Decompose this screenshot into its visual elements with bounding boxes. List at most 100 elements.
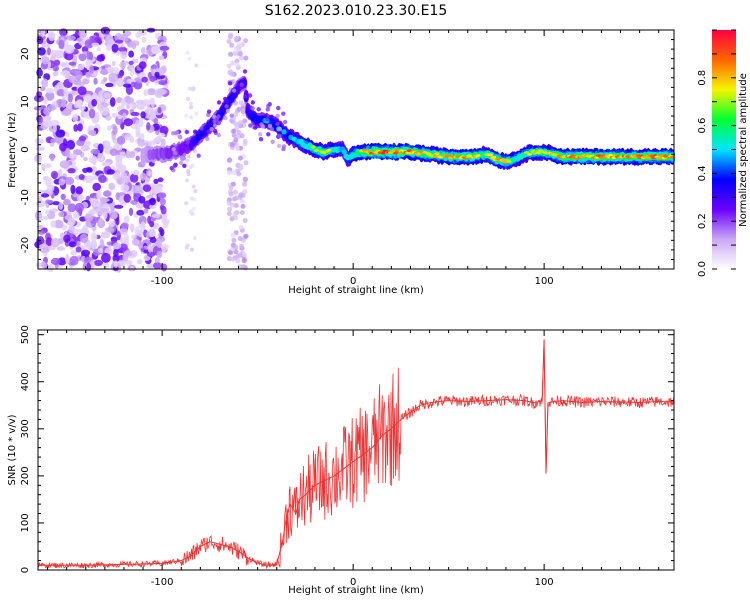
noise-blob <box>39 244 48 248</box>
ridge-cell <box>171 131 176 136</box>
noise-blob <box>73 228 84 235</box>
spectrogram-xtick-label: 100 <box>535 276 554 287</box>
noise-blob <box>132 42 137 50</box>
noise-blob <box>50 257 61 266</box>
noise-blob <box>153 262 162 270</box>
noise-blob <box>238 163 244 169</box>
noise-blob <box>234 62 240 68</box>
noise-blob <box>135 155 140 161</box>
noise-blob <box>228 250 233 256</box>
noise-blob <box>141 47 146 55</box>
ridge-cell <box>242 69 248 74</box>
ridge-cell <box>182 163 187 168</box>
noise-blob <box>158 80 168 86</box>
noise-blob <box>129 67 135 76</box>
ridge-cell <box>256 107 261 112</box>
noise-blob <box>40 261 47 269</box>
ridge-cell <box>277 133 282 138</box>
noise-blob <box>184 113 189 118</box>
noise-blob <box>65 147 71 158</box>
ridge-cell <box>608 153 614 157</box>
noise-blob <box>147 88 156 96</box>
noise-blob <box>69 255 79 266</box>
noise-blob <box>123 118 133 127</box>
noise-blob <box>128 50 135 58</box>
noise-blob <box>75 71 83 80</box>
noise-blob <box>194 63 199 68</box>
noise-blob <box>37 36 44 45</box>
snr-xtick-label: 100 <box>535 577 554 588</box>
noise-blob <box>98 174 107 184</box>
noise-blob <box>236 106 242 112</box>
noise-blob <box>137 229 144 238</box>
noise-blob <box>138 196 146 204</box>
noise-blob <box>142 184 152 192</box>
noise-blob <box>128 207 134 216</box>
noise-blob <box>33 94 44 102</box>
noise-blob <box>74 202 84 213</box>
noise-blob <box>100 68 109 75</box>
ridge-cell <box>235 86 241 95</box>
noise-blob <box>230 60 235 66</box>
noise-blob <box>73 149 83 156</box>
spectrogram-ytick-label: -20 <box>20 237 31 253</box>
colorbar-label: Normalized spectral amplitude <box>738 73 749 227</box>
noise-blob <box>149 220 155 228</box>
noise-blob <box>242 118 248 124</box>
spectrogram-xtick-label: -100 <box>151 276 174 287</box>
snr-xtick-label: 0 <box>350 577 356 588</box>
noise-blob <box>157 185 163 193</box>
noise-blob <box>229 42 235 48</box>
noise-blob <box>44 177 53 187</box>
noise-blob <box>110 212 118 220</box>
noise-blob <box>89 65 94 75</box>
noise-blob <box>96 54 105 62</box>
noise-blob <box>42 163 52 169</box>
noise-blob <box>101 252 111 263</box>
spectrogram-noise-layer <box>33 26 249 273</box>
noise-blob <box>155 135 163 143</box>
noise-blob <box>131 124 140 129</box>
noise-blob <box>231 170 237 176</box>
spectrogram-ytick-label: -10 <box>20 189 31 205</box>
noise-blob <box>158 227 164 233</box>
noise-blob <box>120 184 130 192</box>
noise-blob <box>92 182 101 192</box>
noise-blob <box>236 253 242 259</box>
noise-blob <box>67 93 74 103</box>
noise-blob <box>154 71 160 78</box>
noise-blob <box>110 236 118 243</box>
noise-blob <box>35 262 42 268</box>
ridge-cell <box>216 100 222 105</box>
snr-ytick-label: 400 <box>20 372 31 391</box>
noise-blob <box>194 111 199 116</box>
noise-blob <box>76 37 83 42</box>
noise-blob <box>229 216 235 222</box>
noise-blob <box>60 70 71 77</box>
noise-blob <box>116 177 125 185</box>
noise-blob <box>236 129 242 135</box>
noise-blob <box>141 76 148 83</box>
noise-blob <box>138 117 144 128</box>
ridge-cell <box>205 136 210 141</box>
noise-blob <box>106 66 114 74</box>
noise-blob <box>105 34 114 45</box>
noise-blob <box>64 132 70 138</box>
noise-blob <box>241 181 247 187</box>
ridge-cell <box>223 96 228 102</box>
noise-blob <box>82 167 89 174</box>
noise-blob <box>189 105 193 110</box>
noise-blob <box>156 239 162 249</box>
ridge-cell <box>185 140 190 145</box>
noise-blob <box>242 138 248 144</box>
noise-blob <box>187 56 192 61</box>
noise-blob <box>76 240 81 247</box>
noise-blob <box>115 217 120 226</box>
noise-blob <box>149 237 157 244</box>
noise-blob <box>84 93 93 103</box>
noise-blob <box>81 249 91 257</box>
snr-xtick-label: -100 <box>151 577 174 588</box>
noise-blob <box>228 185 234 190</box>
noise-blob <box>50 153 55 162</box>
